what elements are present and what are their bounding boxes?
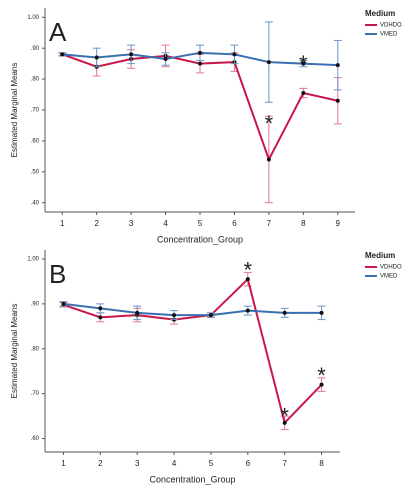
panel-label: A <box>49 17 67 47</box>
data-point <box>208 313 213 318</box>
x-tick-label: 2 <box>98 459 103 468</box>
panel-label: B <box>49 259 66 289</box>
x-tick-label: 7 <box>267 219 272 228</box>
y-tick-label: .50 <box>31 169 40 175</box>
x-tick-label: 8 <box>301 219 306 228</box>
series-line <box>63 277 323 425</box>
data-point <box>301 91 306 95</box>
data-point <box>98 306 103 311</box>
data-point <box>335 63 340 68</box>
x-tick-label: 3 <box>129 219 134 228</box>
y-tick-label: .80 <box>31 77 40 83</box>
legend-label: VMED <box>380 32 398 38</box>
data-point <box>98 315 103 320</box>
y-tick-label: .90 <box>31 301 40 307</box>
annotation: * <box>265 111 274 136</box>
y-tick-label: .90 <box>31 46 40 52</box>
x-tick-label: 4 <box>163 219 168 228</box>
y-tick-label: 1.00 <box>27 15 39 21</box>
y-tick-label: .60 <box>31 436 40 442</box>
x-axis-label: Concentration_Group <box>149 474 235 484</box>
x-tick-label: 6 <box>246 459 251 468</box>
data-point <box>282 310 287 315</box>
y-tick-label: .40 <box>31 200 40 206</box>
data-point <box>335 98 340 103</box>
data-point <box>172 313 177 318</box>
x-tick-label: 8 <box>319 459 324 468</box>
data-point <box>266 157 271 162</box>
x-tick-label: 1 <box>60 219 65 228</box>
y-tick-label: .70 <box>31 108 40 114</box>
chart-panel: .40 .50 .60 .70 .80 .90 1.00 1 2 3 4 5 6 7 8 9 Concentra… <box>10 8 402 244</box>
data-point <box>129 52 134 57</box>
legend-label: VDHDO <box>380 265 402 271</box>
data-point <box>245 308 250 313</box>
data-point <box>163 57 168 61</box>
data-point <box>282 420 287 425</box>
annotation: * <box>299 51 308 76</box>
data-point <box>319 310 324 315</box>
legend-title: Medium <box>365 251 395 260</box>
x-axis-label: Concentration_Group <box>157 234 243 244</box>
x-tick-label: 5 <box>198 219 203 228</box>
legend-label: VMED <box>380 274 398 280</box>
data-point <box>60 52 65 57</box>
data-point <box>301 61 306 66</box>
y-tick-label: .70 <box>31 391 40 397</box>
y-tick-label: 1.00 <box>27 257 39 263</box>
data-point <box>198 50 202 55</box>
data-point <box>135 310 140 315</box>
annotation: * <box>317 363 326 388</box>
series-line <box>63 302 322 317</box>
legend-title: Medium <box>365 9 395 18</box>
x-tick-label: 9 <box>336 219 341 228</box>
x-tick-label: 3 <box>135 459 140 468</box>
y-tick-label: .60 <box>31 138 40 144</box>
x-tick-label: 6 <box>232 219 237 228</box>
annotation: * <box>280 403 289 428</box>
x-tick-label: 1 <box>61 459 66 468</box>
data-point <box>319 382 324 387</box>
x-tick-label: 4 <box>172 459 177 468</box>
chart-panel: .60 .70 .80 .90 1.00 1 2 3 4 5 6 7 8 Concentration_Gr… <box>10 250 402 484</box>
y-axis-label: Estimated Marginal Means <box>10 63 19 158</box>
legend-label: VDHDO <box>380 23 402 29</box>
y-tick-label: .80 <box>31 346 40 352</box>
x-tick-label: 7 <box>282 459 287 468</box>
data-point <box>232 52 237 57</box>
x-tick-label: 5 <box>209 459 214 468</box>
x-tick-label: 2 <box>94 219 99 228</box>
data-point <box>61 301 66 306</box>
data-point <box>198 61 202 66</box>
data-point <box>94 55 99 60</box>
data-point <box>266 60 271 65</box>
data-point <box>245 277 250 282</box>
y-axis-label: Estimated Marginal Means <box>10 304 19 399</box>
annotation: * <box>244 258 253 283</box>
